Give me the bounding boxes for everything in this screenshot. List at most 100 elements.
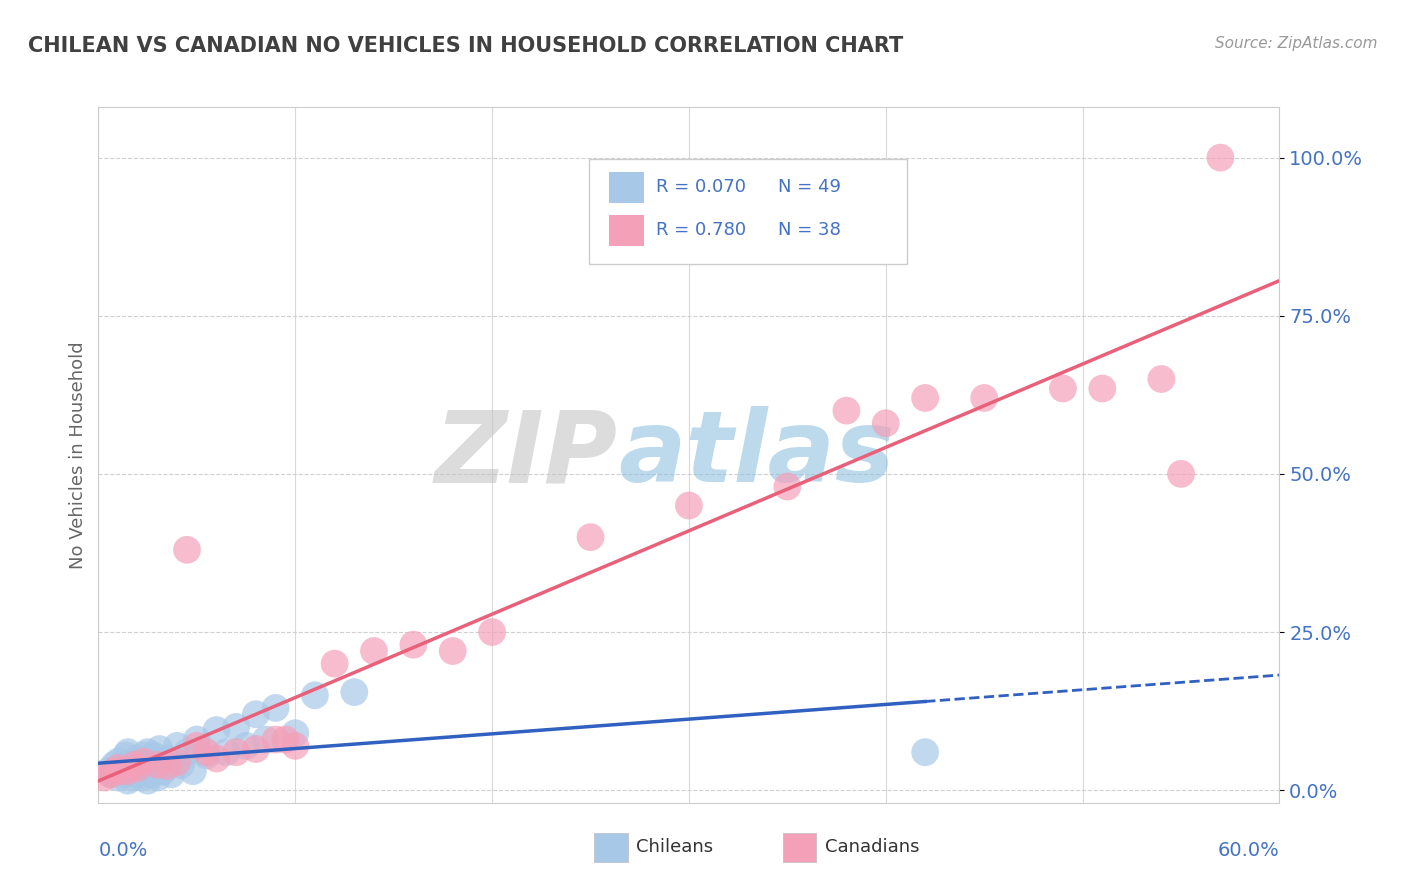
Text: R = 0.070: R = 0.070: [655, 178, 745, 196]
Point: [225, 745, 247, 759]
Point: [107, 755, 129, 769]
Point: [148, 742, 170, 756]
Point: [111, 764, 134, 779]
Point: [127, 751, 149, 765]
Point: [112, 767, 135, 781]
Point: [284, 739, 307, 753]
Point: [103, 757, 125, 772]
Point: [1209, 151, 1232, 165]
Point: [264, 701, 287, 715]
Point: [176, 542, 198, 557]
Text: N = 49: N = 49: [778, 178, 841, 196]
Point: [176, 745, 198, 759]
Point: [441, 644, 464, 658]
Point: [914, 391, 936, 405]
Text: Chileans: Chileans: [636, 838, 713, 856]
Point: [145, 761, 167, 775]
Point: [195, 745, 218, 759]
Point: [93, 771, 115, 785]
Point: [363, 644, 385, 658]
Point: [122, 757, 145, 772]
Point: [138, 757, 160, 772]
Text: Source: ZipAtlas.com: Source: ZipAtlas.com: [1215, 36, 1378, 51]
Point: [323, 657, 346, 671]
Point: [122, 755, 145, 769]
Point: [1150, 372, 1173, 386]
Point: [117, 773, 139, 788]
Point: [835, 403, 858, 417]
Point: [776, 479, 799, 493]
Point: [254, 732, 277, 747]
Point: [160, 767, 183, 781]
Point: [186, 739, 208, 753]
Point: [170, 757, 193, 772]
Point: [235, 739, 257, 753]
Y-axis label: No Vehicles in Household: No Vehicles in Household: [69, 341, 87, 569]
Point: [135, 764, 157, 779]
Point: [142, 748, 165, 763]
Point: [914, 745, 936, 759]
Point: [304, 688, 326, 702]
Point: [225, 720, 247, 734]
Point: [101, 767, 124, 781]
Bar: [783, 833, 817, 862]
Bar: [609, 172, 644, 203]
Point: [156, 759, 179, 773]
Text: ZIP: ZIP: [434, 407, 619, 503]
Text: N = 38: N = 38: [778, 221, 841, 239]
Bar: [609, 215, 644, 246]
Point: [107, 771, 129, 785]
Point: [205, 723, 228, 737]
Point: [150, 755, 173, 769]
Point: [245, 707, 267, 722]
Point: [245, 742, 267, 756]
Point: [402, 638, 425, 652]
Point: [1052, 382, 1074, 396]
Point: [127, 761, 149, 775]
Point: [156, 751, 179, 765]
Point: [97, 764, 120, 779]
Text: 0.0%: 0.0%: [98, 841, 148, 860]
Point: [481, 625, 503, 640]
Bar: [595, 833, 627, 862]
Point: [98, 767, 121, 781]
Point: [121, 771, 143, 785]
Point: [115, 748, 138, 763]
Point: [579, 530, 602, 544]
Point: [1170, 467, 1192, 481]
Text: atlas: atlas: [619, 407, 894, 503]
Point: [111, 764, 134, 779]
Point: [678, 499, 700, 513]
Point: [875, 417, 897, 431]
Point: [186, 732, 208, 747]
FancyBboxPatch shape: [589, 159, 907, 263]
Point: [274, 732, 297, 747]
Point: [973, 391, 995, 405]
Text: R = 0.780: R = 0.780: [655, 221, 747, 239]
Point: [284, 726, 307, 740]
Point: [117, 745, 139, 759]
Point: [136, 773, 159, 788]
Point: [103, 764, 125, 779]
Point: [125, 764, 148, 779]
Point: [166, 756, 188, 770]
Point: [141, 767, 163, 781]
Point: [107, 761, 129, 775]
Point: [128, 757, 150, 772]
Point: [181, 764, 204, 779]
Point: [215, 745, 238, 759]
Point: [136, 745, 159, 759]
Point: [146, 771, 169, 785]
Point: [205, 751, 228, 765]
Point: [343, 685, 366, 699]
Point: [146, 757, 169, 772]
Point: [118, 761, 141, 775]
Point: [117, 764, 139, 779]
Point: [195, 748, 218, 763]
Point: [132, 748, 155, 763]
Point: [166, 739, 188, 753]
Point: [131, 771, 153, 785]
Text: 60.0%: 60.0%: [1218, 841, 1279, 860]
Point: [152, 764, 174, 779]
Point: [132, 755, 155, 769]
